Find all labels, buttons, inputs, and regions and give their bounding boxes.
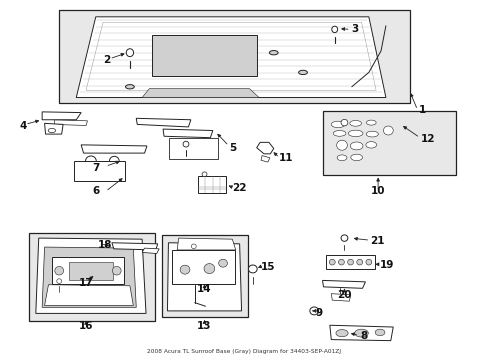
Bar [152,35,256,76]
Ellipse shape [112,266,121,275]
Ellipse shape [298,70,307,75]
Text: 16: 16 [79,321,93,331]
Bar [74,161,125,181]
Ellipse shape [338,259,344,265]
Polygon shape [261,156,269,162]
Bar [168,138,217,159]
Text: 15: 15 [261,262,275,272]
Ellipse shape [340,120,347,126]
Polygon shape [136,118,190,127]
Polygon shape [44,123,63,134]
Polygon shape [163,129,212,138]
Text: 12: 12 [420,134,435,144]
Ellipse shape [109,156,119,166]
Ellipse shape [248,265,257,273]
Text: 14: 14 [197,284,211,294]
Text: 13: 13 [197,321,211,331]
Ellipse shape [329,259,334,265]
Text: 8: 8 [360,331,367,341]
Polygon shape [142,89,259,98]
Ellipse shape [354,329,367,337]
Bar [172,250,234,284]
Text: 21: 21 [369,236,384,246]
Text: 9: 9 [315,308,322,318]
Ellipse shape [349,121,361,126]
Bar [59,10,409,103]
Polygon shape [330,294,350,301]
Ellipse shape [332,131,345,136]
Ellipse shape [366,131,378,137]
Bar [198,176,226,193]
Text: 6: 6 [92,186,99,197]
Bar [69,262,113,280]
Text: 22: 22 [232,183,246,193]
Text: 10: 10 [370,186,385,197]
Text: 7: 7 [92,163,99,173]
Ellipse shape [203,264,214,274]
Ellipse shape [347,259,353,265]
Ellipse shape [202,172,206,177]
Ellipse shape [57,279,61,283]
Polygon shape [256,142,273,154]
Ellipse shape [218,259,227,267]
Text: 5: 5 [228,143,236,153]
Ellipse shape [336,140,346,150]
Bar [29,233,155,320]
Ellipse shape [340,235,347,241]
Text: 17: 17 [79,278,93,288]
Polygon shape [177,238,235,250]
Ellipse shape [350,154,362,161]
Bar [326,255,374,269]
Text: 19: 19 [379,260,394,270]
Ellipse shape [335,329,347,337]
Polygon shape [322,280,365,288]
Polygon shape [81,145,147,153]
Text: 2008 Acura TL Sunroof Base (Gray) Diagram for 34403-SEP-A01ZJ: 2008 Acura TL Sunroof Base (Gray) Diagra… [147,348,341,354]
Bar [161,235,248,317]
Polygon shape [54,120,87,126]
Ellipse shape [347,130,362,136]
Text: 1: 1 [418,105,426,115]
Ellipse shape [191,244,196,249]
Text: 4: 4 [19,121,26,131]
Polygon shape [76,17,385,98]
Ellipse shape [365,259,371,265]
Ellipse shape [180,265,189,274]
Text: 11: 11 [278,153,292,163]
Ellipse shape [309,307,318,315]
Ellipse shape [55,266,63,275]
Text: 18: 18 [98,239,113,249]
Ellipse shape [126,49,133,57]
Text: 2: 2 [103,55,110,65]
Polygon shape [112,243,158,250]
Ellipse shape [269,50,278,55]
Ellipse shape [365,141,376,148]
Polygon shape [142,248,159,253]
Polygon shape [44,285,133,306]
Ellipse shape [85,156,96,166]
Polygon shape [36,238,146,314]
Polygon shape [167,243,241,311]
Ellipse shape [366,120,375,125]
Ellipse shape [374,329,384,336]
Polygon shape [42,247,136,307]
Polygon shape [42,112,81,120]
Text: 3: 3 [351,24,358,35]
Bar [323,111,455,175]
Ellipse shape [383,126,392,135]
Ellipse shape [330,121,344,128]
Text: 20: 20 [337,290,351,300]
Bar [52,257,124,284]
Ellipse shape [336,155,346,161]
Ellipse shape [331,26,337,33]
Polygon shape [329,325,392,341]
Ellipse shape [183,141,188,147]
Ellipse shape [125,85,134,89]
Ellipse shape [349,142,362,150]
Ellipse shape [356,259,362,265]
